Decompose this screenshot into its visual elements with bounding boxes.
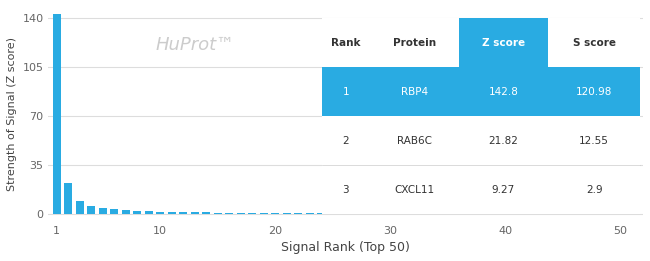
FancyBboxPatch shape — [459, 18, 548, 67]
Bar — [179, 212, 187, 214]
Bar — [168, 212, 176, 214]
FancyBboxPatch shape — [459, 116, 548, 165]
Text: 142.8: 142.8 — [488, 87, 518, 97]
FancyBboxPatch shape — [548, 67, 640, 116]
FancyBboxPatch shape — [369, 165, 459, 214]
Bar — [283, 213, 291, 214]
Bar — [467, 213, 474, 214]
Text: 2.9: 2.9 — [586, 185, 603, 194]
Bar — [259, 213, 268, 214]
Bar — [328, 213, 337, 214]
Bar — [421, 213, 428, 214]
Bar — [443, 213, 452, 214]
Bar — [374, 213, 383, 214]
Bar — [271, 213, 279, 214]
Bar — [432, 213, 440, 214]
Text: RAB6C: RAB6C — [396, 136, 432, 146]
Bar — [294, 213, 302, 214]
Text: 9.27: 9.27 — [491, 185, 515, 194]
Bar — [64, 183, 72, 214]
Bar — [144, 211, 153, 214]
Text: CXCL11: CXCL11 — [394, 185, 434, 194]
Bar — [363, 213, 371, 214]
Bar — [398, 213, 406, 214]
FancyBboxPatch shape — [369, 67, 459, 116]
Bar — [317, 213, 325, 214]
X-axis label: Signal Rank (Top 50): Signal Rank (Top 50) — [281, 241, 410, 254]
Text: RBP4: RBP4 — [400, 87, 428, 97]
FancyBboxPatch shape — [322, 165, 369, 214]
FancyBboxPatch shape — [322, 18, 369, 67]
Bar — [237, 213, 244, 214]
Bar — [340, 213, 348, 214]
Bar — [352, 213, 359, 214]
Text: 2: 2 — [343, 136, 349, 146]
FancyBboxPatch shape — [369, 18, 459, 67]
Text: Rank: Rank — [331, 38, 360, 48]
FancyBboxPatch shape — [548, 165, 640, 214]
Bar — [110, 209, 118, 214]
Bar — [409, 213, 417, 214]
Bar — [248, 213, 256, 214]
Bar — [478, 213, 486, 214]
Bar — [213, 212, 222, 214]
FancyBboxPatch shape — [322, 67, 369, 116]
FancyBboxPatch shape — [548, 18, 640, 67]
Bar — [99, 208, 107, 214]
Bar — [156, 212, 164, 214]
Text: Z score: Z score — [482, 38, 525, 48]
Bar — [133, 211, 141, 214]
Bar — [306, 213, 313, 214]
Bar — [455, 213, 463, 214]
Bar — [53, 14, 60, 214]
Text: 120.98: 120.98 — [576, 87, 612, 97]
Text: HuProt™: HuProt™ — [155, 36, 235, 54]
Text: 12.55: 12.55 — [579, 136, 609, 146]
FancyBboxPatch shape — [459, 165, 548, 214]
Bar — [225, 213, 233, 214]
Text: 21.82: 21.82 — [488, 136, 518, 146]
Bar — [87, 206, 95, 214]
Text: 3: 3 — [343, 185, 349, 194]
Text: Protein: Protein — [393, 38, 436, 48]
Bar — [122, 210, 129, 214]
FancyBboxPatch shape — [322, 116, 369, 165]
Bar — [190, 212, 198, 214]
Bar — [202, 212, 210, 214]
Bar — [386, 213, 394, 214]
FancyBboxPatch shape — [369, 116, 459, 165]
Y-axis label: Strength of Signal (Z score): Strength of Signal (Z score) — [7, 37, 17, 191]
Text: S score: S score — [573, 38, 616, 48]
FancyBboxPatch shape — [459, 67, 548, 116]
Bar — [75, 201, 84, 214]
FancyBboxPatch shape — [548, 116, 640, 165]
Text: 1: 1 — [343, 87, 349, 97]
